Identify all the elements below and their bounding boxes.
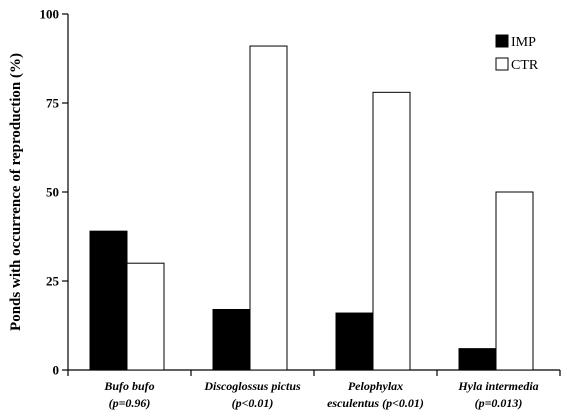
legend-label-ctr: CTR [511, 58, 539, 73]
legend-label-imp: IMP [511, 35, 536, 50]
bar-ctr [126, 262, 165, 371]
y-axis: 0 25 50 75 100 [40, 7, 69, 378]
y-axis-label: Ponds with occurrence of reproduction (%… [8, 53, 24, 331]
x-category-label: Bufo bufo [103, 379, 154, 393]
bar-imp [212, 308, 251, 371]
x-category-label: Pelophylax [348, 379, 403, 393]
bars [89, 45, 534, 371]
y-tick-label: 0 [53, 363, 60, 378]
bar-imp [458, 348, 497, 371]
y-tick-label: 100 [40, 7, 60, 22]
legend: IMP CTR [495, 34, 539, 73]
y-tick-label: 50 [46, 185, 59, 200]
bar-ctr [495, 191, 534, 371]
x-category-sublabel: esculentus (p<0.01) [327, 396, 424, 410]
x-category-label: Hyla intermedia [457, 379, 538, 393]
x-axis: Bufo bufo (p=0.96) Discoglossus pictus (p<0… [67, 369, 561, 410]
bar-imp [335, 312, 374, 371]
legend-swatch-ctr [495, 57, 509, 71]
x-category-sublabel: (p=0.96) [109, 396, 151, 410]
y-tick-label: 25 [46, 274, 60, 289]
bar-imp [89, 230, 128, 371]
x-category-label: Discoglossus pictus [203, 379, 301, 393]
bar-ctr [372, 91, 411, 371]
x-category-sublabel: (p=0.013) [475, 396, 523, 410]
bar-ctr [249, 45, 288, 371]
legend-swatch-imp [495, 34, 509, 48]
y-tick-label: 75 [46, 96, 60, 111]
x-category-sublabel: (p<0.01) [232, 396, 274, 410]
